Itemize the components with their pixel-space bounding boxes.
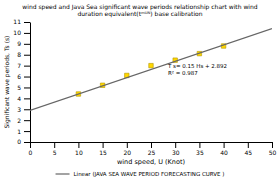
y-tick-label: 11 <box>13 18 21 25</box>
x-tick: 25 <box>148 142 156 156</box>
y-axis: 0 1 2 3 4 5 6 7 8 9 10 11 <box>13 18 30 145</box>
x-tick-label: 15 <box>99 149 107 156</box>
y-tick-label: 1 <box>17 128 21 135</box>
x-tick-label: 10 <box>75 149 83 156</box>
y-tick-label: 8 <box>17 51 21 58</box>
x-tick-label: 30 <box>172 149 180 156</box>
y-tick-mark <box>24 77 30 78</box>
y-tick-mark <box>24 120 30 121</box>
y-tick-mark <box>24 131 30 132</box>
y-tick-mark <box>24 109 30 110</box>
y-tick: 4 <box>17 95 30 102</box>
y-tick-label: 0 <box>17 138 21 145</box>
title-line: duration equivalent(tᵐᵁᴺ) base calibrati… <box>77 10 202 18</box>
y-tick-mark <box>24 66 30 67</box>
fit-line <box>30 29 272 111</box>
y-tick-label: 3 <box>17 106 21 113</box>
y-tick: 7 <box>17 62 30 69</box>
y-tick: 10 <box>13 29 30 36</box>
annotation-line: T s= 0.15 Hs + 2.892 <box>167 63 227 69</box>
y-tick-mark <box>24 33 30 34</box>
y-tick: 3 <box>17 106 30 113</box>
x-tick: 0 <box>29 142 33 156</box>
x-tick: 20 <box>123 142 131 156</box>
y-axis-line <box>30 23 31 143</box>
x-tick-mark <box>199 142 200 148</box>
title: wind speed and Java Sea significant wave… <box>22 3 257 18</box>
x-tick-mark <box>175 142 176 148</box>
x-tick-mark <box>54 142 55 148</box>
plot-area: 0510152025303540455001234567891011T s= 0… <box>13 18 276 156</box>
x-tick: 35 <box>196 142 204 156</box>
y-tick: 2 <box>17 117 30 124</box>
x-tick: 50 <box>269 142 277 156</box>
x-tick-label: 5 <box>53 149 57 156</box>
y-axis-title: Significant wave periods, Ts (s) <box>3 36 11 129</box>
y-tick: 6 <box>17 73 30 80</box>
legend-item: Linear (JAVA SEA WAVE PERIOD FORECASTING… <box>56 171 225 178</box>
marks <box>30 29 272 111</box>
x-tick-mark <box>248 142 249 148</box>
x-tick: 45 <box>244 142 252 156</box>
y-tick-label: 9 <box>17 40 21 47</box>
y-tick-label: 7 <box>17 62 21 69</box>
x-tick-label: 25 <box>148 149 156 156</box>
y-tick-mark <box>24 98 30 99</box>
x-tick-label: 0 <box>29 149 33 156</box>
x-tick-mark <box>127 142 128 148</box>
x-axis: 0 5 10 15 20 25 30 35 40 45 50 <box>29 142 277 156</box>
legend-label: Linear (JAVA SEA WAVE PERIOD FORECASTING… <box>74 171 225 178</box>
annotation-line: R² = 0.987 <box>168 70 198 76</box>
x-tick-mark <box>30 142 31 148</box>
x-tick-mark <box>224 142 225 148</box>
x-tick-label: 45 <box>244 149 252 156</box>
x-tick: 5 <box>53 142 57 156</box>
x-tick-label: 20 <box>123 149 131 156</box>
y-tick: 5 <box>17 84 30 91</box>
y-tick-mark <box>24 87 30 88</box>
y-tick-label: 2 <box>17 117 21 124</box>
legend: Linear (JAVA SEA WAVE PERIOD FORECASTING… <box>56 171 225 178</box>
y-tick-mark <box>24 142 30 143</box>
y-tick-label: 4 <box>17 95 21 102</box>
y-tick-mark <box>24 22 30 23</box>
x-tick-label: 35 <box>196 149 204 156</box>
y-tick-mark <box>24 44 30 45</box>
y-tick: 11 <box>13 18 30 25</box>
chart-container: 0510152025303540455001234567891011T s= 0… <box>0 0 280 180</box>
x-tick-mark <box>78 142 79 148</box>
x-axis-title: wind speed, U (Knot) <box>117 158 185 166</box>
y-tick: 9 <box>17 40 30 47</box>
y-tick: 0 <box>17 138 30 145</box>
y-tick-label: 10 <box>13 29 21 36</box>
x-tick-mark <box>151 142 152 148</box>
x-tick: 30 <box>172 142 180 156</box>
x-tick-mark <box>103 142 104 148</box>
y-tick-label: 6 <box>17 73 21 80</box>
legend-swatch <box>56 173 70 174</box>
x-tick: 40 <box>220 142 228 156</box>
x-tick-mark <box>272 142 273 148</box>
x-tick: 15 <box>99 142 107 156</box>
x-tick-label: 40 <box>220 149 228 156</box>
annotation: T s= 0.15 Hs + 2.892R² = 0.987 <box>167 63 227 75</box>
scatter-point <box>149 63 153 67</box>
x-tick-label: 50 <box>269 149 277 156</box>
y-tick-mark <box>24 55 30 56</box>
y-tick: 8 <box>17 51 30 58</box>
chart-svg: 0510152025303540455001234567891011T s= 0… <box>0 0 280 180</box>
y-tick: 1 <box>17 128 30 135</box>
x-tick: 10 <box>75 142 83 156</box>
y-tick-label: 5 <box>17 84 21 91</box>
